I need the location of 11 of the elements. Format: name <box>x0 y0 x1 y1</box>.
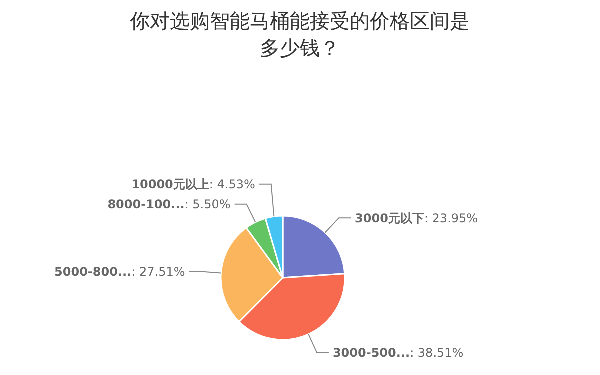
chart-title: 你对选购智能马桶能接受的价格区间是多少钱？ <box>129 9 470 60</box>
slice-label: 10000元以上 <box>132 178 210 192</box>
slice-label: 3000元以下 <box>355 211 424 226</box>
data-label: : 38.51% <box>410 346 464 360</box>
data-label: : 5.50% <box>184 198 231 212</box>
slice-label: 8000-100... <box>108 198 185 212</box>
slice-label: 5000-800... <box>54 264 132 279</box>
data-label: : 4.53% <box>209 178 256 192</box>
data-label: : 23.95% <box>424 211 478 226</box>
data-label: : 27.51% <box>132 264 186 279</box>
slice-label: 3000-500... <box>332 346 410 360</box>
